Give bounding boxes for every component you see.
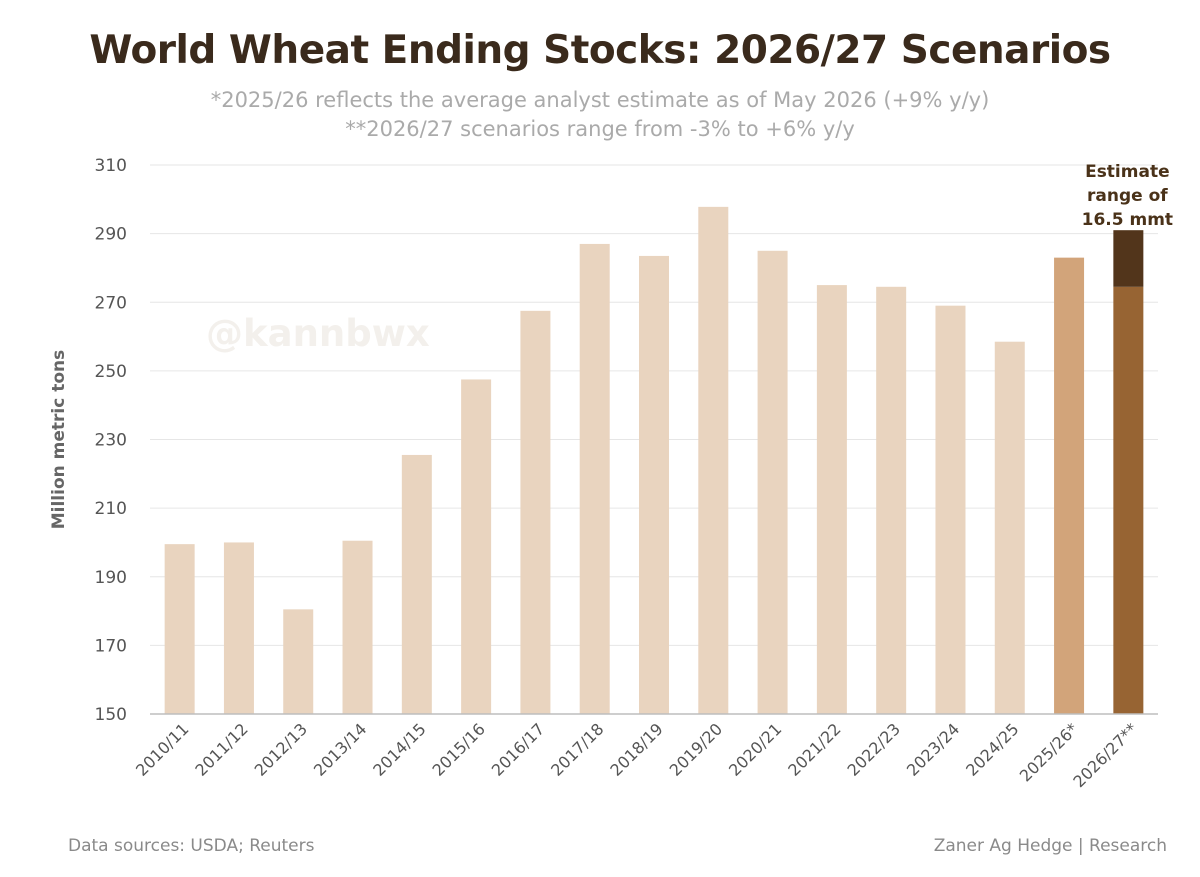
chart-title: World Wheat Ending Stocks: 2026/27 Scena… (89, 28, 1111, 73)
y-tick-label: 290 (95, 225, 127, 245)
annotation-text: Estimate (1085, 162, 1170, 182)
bar (1054, 257, 1085, 714)
bar (342, 540, 373, 714)
x-tick-label: 2023/24 (903, 719, 963, 779)
annotation-text: 16.5 mmt (1082, 210, 1173, 230)
x-tick-label: 2026/27** (1069, 719, 1141, 791)
bar (1113, 286, 1144, 714)
x-tick-label: 2010/11 (132, 719, 192, 779)
y-axis-label: Million metric tons (49, 350, 69, 530)
x-tick-label: 2016/17 (488, 719, 548, 779)
bar (579, 243, 610, 714)
y-tick-label: 230 (95, 431, 127, 451)
x-tick-label: 2018/19 (606, 719, 666, 779)
y-tick-label: 310 (95, 156, 127, 176)
x-tick-label: 2022/23 (844, 719, 904, 779)
bar (461, 379, 492, 714)
bar (223, 542, 254, 714)
x-tick-label: 2012/13 (251, 719, 311, 779)
bar (520, 310, 551, 714)
x-tick-label: 2021/22 (784, 719, 844, 779)
bar (401, 454, 432, 714)
bar (639, 255, 669, 714)
bar (698, 206, 729, 714)
x-tick-label: 2024/25 (962, 719, 1022, 779)
bar (164, 544, 195, 714)
annotation-text: range of (1087, 186, 1168, 206)
y-tick-label: 210 (95, 499, 127, 519)
chart-subtitle-line1: *2025/26 reflects the average analyst es… (210, 88, 990, 112)
x-tick-label: 2014/15 (369, 719, 429, 779)
chart-subtitle-line2: **2026/27 scenarios range from -3% to +6… (345, 117, 855, 141)
bar (935, 305, 966, 714)
x-tick-label: 2015/16 (429, 719, 489, 779)
credit-note: Zaner Ag Hedge | Research (933, 836, 1167, 856)
y-tick-label: 170 (95, 636, 127, 656)
y-tick-label: 270 (95, 293, 127, 313)
y-tick-label: 250 (95, 362, 127, 382)
x-tick-label: 2013/14 (310, 719, 370, 779)
y-tick-label: 150 (95, 705, 127, 725)
scenario-range-bar (1113, 230, 1144, 287)
bar (876, 286, 907, 714)
bar (757, 250, 788, 714)
data-sources-note: Data sources: USDA; Reuters (68, 836, 315, 856)
watermark: @kannbwx (206, 312, 430, 355)
bar (283, 609, 314, 714)
y-tick-label: 190 (95, 568, 127, 588)
x-tick-label: 2017/18 (547, 719, 607, 779)
bar (994, 341, 1025, 714)
x-tick-label: 2019/20 (666, 719, 726, 779)
bar (816, 285, 847, 714)
x-tick-label: 2020/21 (725, 719, 785, 779)
x-tick-label: 2011/12 (191, 719, 251, 779)
